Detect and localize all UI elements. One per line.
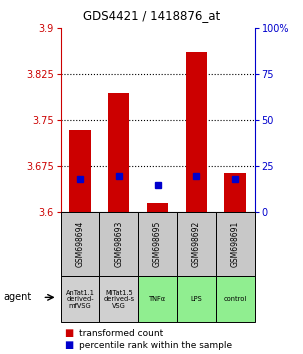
Text: GSM698691: GSM698691 [231,221,240,267]
Bar [69,130,91,212]
Text: transformed count: transformed count [79,329,163,338]
Text: MiTat1.5
derived-s
VSG: MiTat1.5 derived-s VSG [103,290,134,309]
Bar [177,212,216,276]
Bar [138,276,177,322]
Text: ■: ■ [64,340,73,350]
Bar [216,276,255,322]
Bar [186,52,207,212]
Bar [138,212,177,276]
Bar [99,212,138,276]
Bar [216,212,255,276]
Text: GSM698693: GSM698693 [114,221,123,268]
Text: GDS4421 / 1418876_at: GDS4421 / 1418876_at [83,9,220,22]
Bar [177,276,216,322]
Text: GSM698692: GSM698692 [192,221,201,267]
Text: GSM698695: GSM698695 [153,221,162,268]
Bar [61,276,99,322]
Text: LPS: LPS [191,296,202,302]
Text: AnTat1.1
derived-
mfVSG: AnTat1.1 derived- mfVSG [65,290,95,309]
Bar [225,172,246,212]
Text: TNFα: TNFα [149,296,166,302]
Text: agent: agent [3,292,31,302]
Bar [147,203,168,212]
Bar [108,93,129,212]
Bar [99,276,138,322]
Text: GSM698694: GSM698694 [75,221,85,268]
Text: ■: ■ [64,329,73,338]
Text: percentile rank within the sample: percentile rank within the sample [79,341,232,350]
Bar [61,212,99,276]
Text: control: control [224,296,247,302]
